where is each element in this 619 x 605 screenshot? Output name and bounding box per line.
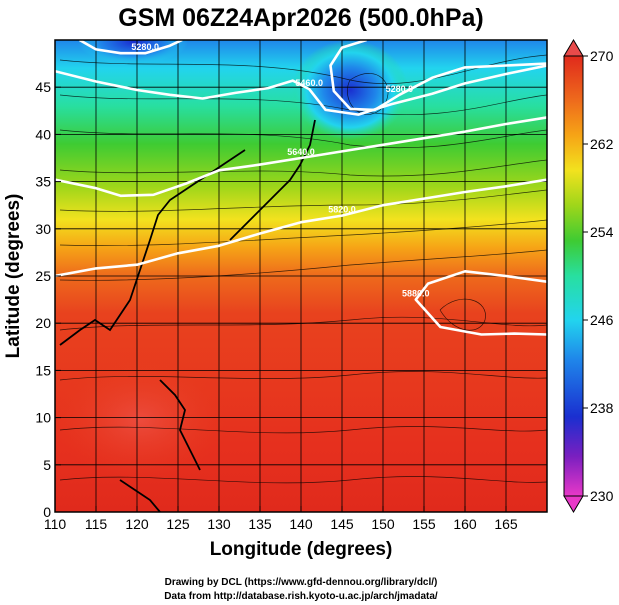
- chart-title: GSM 06Z24Apr2026 (500.0hPa): [118, 4, 483, 32]
- credit-line-2: Data from http://database.rish.kyoto-u.a…: [164, 591, 438, 602]
- x-tick-label: 150: [371, 516, 395, 532]
- x-axis-label: Longitude (degrees): [210, 539, 393, 560]
- x-tick-label: 130: [207, 516, 231, 532]
- colorbar-tick-label: 230: [590, 488, 614, 504]
- x-tick-label: 145: [330, 516, 354, 532]
- plot-area: 5820.0 5640.0 5460.0 5280.0 5280.0 5880.0: [55, 40, 547, 512]
- colorbar-tick-label: 246: [590, 312, 614, 328]
- x-tick-label: 155: [412, 516, 436, 532]
- y-tick-label: 45: [35, 79, 51, 95]
- x-tick-label: 140: [289, 516, 313, 532]
- y-tick-label: 25: [35, 268, 51, 284]
- y-axis-ticks: 0 5 10 15 20 25 30 35 40 45: [35, 79, 61, 520]
- x-tick-label: 160: [453, 516, 477, 532]
- x-tick-label: 125: [166, 516, 190, 532]
- contour-line: [329, 40, 547, 112]
- x-axis-ticks: 110 115 120 125 130 135 140 145 150 155 160 165: [44, 506, 518, 532]
- contour-label: 5280.0: [131, 42, 159, 52]
- gridlines: [55, 40, 547, 512]
- y-tick-label: 20: [35, 315, 51, 331]
- contour-line: [55, 116, 547, 198]
- colorbar: 230 238 246 254 262 270: [563, 39, 614, 513]
- contour-line: [55, 64, 547, 116]
- contour-label: 5820.0: [328, 205, 356, 215]
- contour-line: [78, 40, 183, 55]
- x-tick-label: 135: [248, 516, 272, 532]
- colorbar-tick-label: 238: [590, 400, 614, 416]
- credit-line-1: Drawing by DCL (https://www.gfd-dennou.o…: [165, 577, 438, 588]
- colorbar-tick-label: 262: [590, 136, 614, 152]
- contour-label: 5880.0: [402, 289, 430, 299]
- height-contours: 5820.0 5640.0 5460.0 5280.0 5280.0 5880.0: [55, 40, 547, 336]
- y-tick-label: 40: [35, 126, 51, 142]
- contour-line: [55, 178, 547, 278]
- colorbar-tick-label: 270: [590, 48, 614, 64]
- x-tick-label: 120: [125, 516, 149, 532]
- y-tick-label: 10: [35, 410, 51, 426]
- colorbar-top-arrow: [563, 39, 584, 57]
- y-tick-label: 30: [35, 221, 51, 237]
- warm-anomaly: [55, 360, 225, 480]
- x-tick-label: 110: [44, 516, 67, 532]
- y-tick-label: 5: [43, 457, 51, 473]
- contour-label: 5460.0: [295, 78, 323, 88]
- colorbar-ticks: 230 238 246 254 262 270: [583, 48, 614, 504]
- streamlines: [59, 54, 547, 484]
- contour-line: [414, 270, 547, 336]
- contour-label: 5280.0: [386, 84, 414, 94]
- colorbar-gradient: [563, 55, 584, 497]
- cold-core-east: [292, 40, 408, 140]
- x-tick-label: 115: [85, 516, 108, 532]
- y-axis-label: Latitude (degrees): [3, 194, 24, 359]
- y-tick-label: 15: [35, 362, 51, 378]
- colorbar-bottom-arrow: [563, 495, 584, 513]
- y-tick-label: 35: [35, 174, 51, 190]
- y-tick-label: 0: [43, 504, 51, 520]
- colorbar-tick-label: 254: [590, 224, 614, 240]
- contour-label: 5640.0: [287, 147, 315, 157]
- x-tick-label: 165: [494, 516, 518, 532]
